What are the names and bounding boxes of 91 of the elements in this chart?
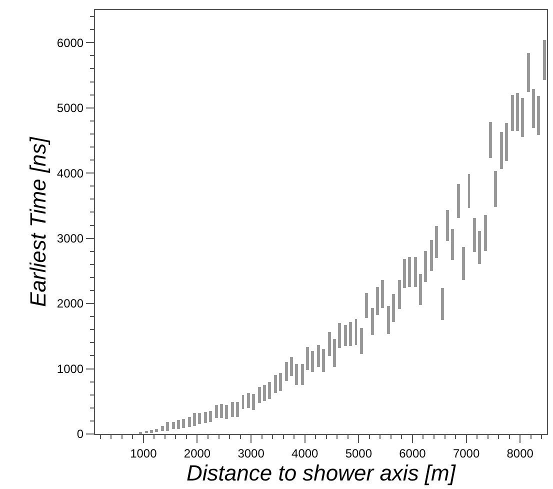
bar (365, 293, 368, 318)
bar (182, 419, 185, 428)
bar (338, 323, 341, 348)
y-tick-label: 0 (76, 427, 84, 442)
bar (311, 351, 314, 372)
bar (494, 171, 497, 207)
bar (231, 402, 234, 417)
bar (468, 174, 470, 208)
bar (263, 385, 266, 401)
bar (317, 345, 320, 367)
bar (537, 96, 540, 135)
bar (322, 349, 325, 372)
bar (306, 347, 309, 370)
bar (242, 395, 244, 409)
y-axis-title: Earliest Time [ns] (26, 136, 51, 307)
bar (252, 394, 255, 410)
bar (441, 288, 444, 320)
bar (527, 53, 530, 92)
bar (521, 98, 524, 137)
bar (473, 218, 476, 252)
y-tick-label: 3000 (56, 232, 84, 246)
y-tick-label: 5000 (56, 101, 84, 116)
bar (462, 247, 465, 280)
y-tick-label: 4000 (56, 166, 84, 180)
bar (301, 364, 304, 385)
bar (215, 405, 218, 418)
bar (193, 413, 196, 426)
bar (403, 259, 406, 288)
bar (392, 294, 395, 322)
bar (236, 402, 239, 417)
bar (295, 364, 298, 385)
x-tick-label: 7000 (452, 446, 480, 460)
bar (484, 215, 487, 251)
bar (543, 40, 546, 80)
bar (505, 123, 508, 161)
bar (457, 184, 460, 218)
x-tick-label: 5000 (345, 446, 372, 460)
bar (290, 357, 293, 376)
bar (268, 382, 271, 399)
bar (387, 306, 390, 334)
bar (150, 430, 153, 433)
x-tick-label: 2000 (184, 446, 211, 460)
bar (198, 413, 201, 424)
bar (430, 240, 433, 271)
bar (220, 404, 223, 418)
bar (360, 328, 363, 354)
x-tick-label: 6000 (399, 446, 426, 460)
bar (328, 332, 331, 356)
bar (451, 229, 454, 260)
bar (511, 95, 514, 131)
x-tick-label: 3000 (238, 446, 265, 460)
bar (435, 226, 438, 258)
bar (376, 287, 379, 315)
bar (225, 405, 228, 419)
bar (446, 210, 449, 241)
bar (285, 362, 288, 381)
bar (166, 422, 169, 431)
bar (161, 426, 164, 431)
bar (344, 325, 347, 346)
bar (500, 132, 503, 169)
bar (333, 339, 336, 367)
bar (408, 257, 411, 287)
bar (274, 375, 277, 393)
bar (204, 412, 207, 423)
bar (172, 422, 175, 429)
x-axis-title: Distance to shower axis [m] (186, 460, 456, 486)
bar (177, 420, 180, 429)
bar (349, 322, 352, 346)
bar (371, 308, 374, 335)
y-tick-label: 6000 (56, 36, 84, 50)
x-tick-label: 8000 (506, 446, 534, 460)
bar (279, 373, 282, 391)
x-tick-label: 4000 (292, 446, 319, 460)
x-tick-label: 1000 (130, 446, 158, 460)
y-tick-label: 1000 (56, 362, 84, 376)
bar (516, 93, 519, 131)
bar (188, 417, 191, 427)
bar (209, 411, 212, 422)
bar (532, 89, 535, 128)
bar (155, 429, 158, 432)
bar (424, 251, 427, 282)
bar (381, 280, 384, 308)
bar (398, 280, 401, 309)
y-tick-label: 2000 (56, 296, 84, 311)
bar (355, 319, 357, 345)
bar (489, 122, 492, 158)
bar (247, 393, 250, 408)
bar (258, 387, 261, 403)
bar (478, 231, 481, 264)
bar (419, 274, 422, 305)
bar (414, 257, 417, 287)
